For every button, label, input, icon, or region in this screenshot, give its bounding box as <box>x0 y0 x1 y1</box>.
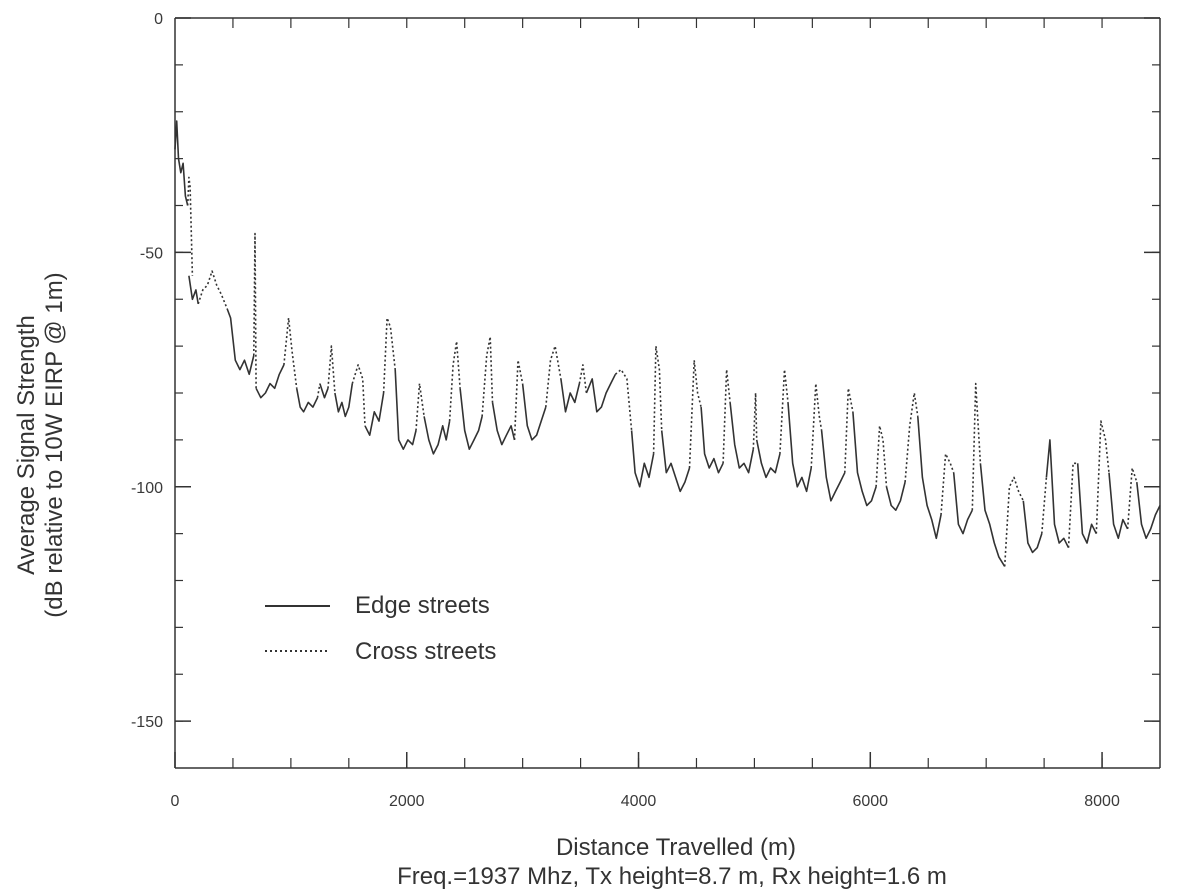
series-line-cross-streets <box>875 425 888 487</box>
series-line-cross-streets <box>904 392 919 483</box>
series-line-edge-streets <box>521 383 547 441</box>
series-line-edge-streets <box>979 463 1006 567</box>
series-layer <box>174 120 1161 567</box>
y-tick-label: -100 <box>131 480 163 497</box>
series-line-edge-streets <box>1108 472 1129 540</box>
x-tick-label: 4000 <box>621 793 657 810</box>
series-line-edge-streets <box>295 388 319 413</box>
series-line-cross-streets <box>513 359 524 440</box>
legend-label-cross-streets: Cross streets <box>355 638 496 665</box>
series-line-cross-streets <box>1041 477 1048 534</box>
series-line-edge-streets <box>660 430 691 493</box>
series-line-cross-streets <box>810 382 823 469</box>
legend: Edge streets Cross streets <box>265 592 496 665</box>
series-line-cross-streets <box>283 317 298 389</box>
y-axis-label-line2: (dB relative to 10W EIRP @ 1m) <box>41 272 68 617</box>
y-tick-label: 0 <box>154 11 163 28</box>
series-line-cross-streets <box>971 382 982 511</box>
series-line-edge-streets <box>226 308 255 376</box>
series-line-edge-streets <box>885 481 906 511</box>
x-axis-label: Distance Travelled (m) <box>556 834 796 861</box>
series-line-cross-streets <box>1095 420 1110 534</box>
series-line-edge-streets <box>952 472 974 535</box>
legend-label-edge-streets: Edge streets <box>355 592 490 619</box>
series-line-edge-streets <box>1022 500 1043 554</box>
series-line-edge-streets <box>319 383 329 399</box>
series-line-edge-streets <box>1045 439 1070 549</box>
series-line-cross-streets <box>722 368 731 464</box>
series-line-edge-streets <box>255 364 285 399</box>
series-line-cross-streets <box>448 340 461 422</box>
axis-ticks: 0 2000 4000 6000 8000 0 -50 -100 -150 <box>131 11 1160 810</box>
series-line-edge-streets <box>491 402 516 446</box>
series-line-edge-streets <box>394 369 417 450</box>
series-line-edge-streets <box>1076 463 1098 544</box>
series-line-edge-streets <box>174 120 189 206</box>
series-line-cross-streets <box>327 345 336 394</box>
series-line-edge-streets <box>1136 482 1161 540</box>
series-line-cross-streets <box>940 453 955 515</box>
series-line-edge-streets <box>560 378 581 413</box>
series-line-cross-streets <box>481 336 494 417</box>
series-line-cross-streets <box>186 176 194 276</box>
series-line-cross-streets <box>614 368 633 431</box>
series-line-cross-streets <box>779 368 789 454</box>
y-axis-label-line1: Average Signal Strength <box>13 315 40 575</box>
series-line-cross-streets <box>545 345 562 408</box>
series-line-cross-streets <box>382 317 396 394</box>
series-line-edge-streets <box>188 275 199 305</box>
series-line-edge-streets <box>787 402 812 493</box>
chart-caption: Freq.=1937 Mhz, Tx height=8.7 m, Rx heig… <box>397 863 947 890</box>
series-line-edge-streets <box>459 388 483 450</box>
series-line-cross-streets <box>844 387 854 473</box>
x-tick-label: 6000 <box>852 793 888 810</box>
series-cross-streets <box>186 176 1138 567</box>
series-line-edge-streets <box>852 411 877 507</box>
series-line-edge-streets <box>917 416 942 540</box>
series-line-edge-streets <box>585 373 617 413</box>
series-line-cross-streets <box>578 364 588 394</box>
series-line-edge-streets <box>729 402 755 474</box>
series-line-cross-streets <box>1126 467 1138 529</box>
y-tick-label: -50 <box>140 245 163 262</box>
series-line-edge-streets <box>334 383 354 418</box>
series-line-edge-streets <box>364 392 385 436</box>
series-line-cross-streets <box>1067 462 1078 548</box>
series-line-cross-streets <box>197 270 228 309</box>
series-line-cross-streets <box>351 364 366 426</box>
series-line-edge-streets <box>630 430 655 488</box>
series-line-edge-streets <box>755 439 781 479</box>
series-line-cross-streets <box>253 232 257 389</box>
series-line-cross-streets <box>752 392 758 450</box>
series-line-cross-streets <box>1003 476 1025 567</box>
x-tick-label: 0 <box>171 793 180 810</box>
y-tick-label: -150 <box>131 714 163 731</box>
series-line-cross-streets <box>688 359 702 469</box>
x-tick-label: 8000 <box>1084 793 1120 810</box>
series-line-cross-streets <box>316 383 321 398</box>
series-line-cross-streets <box>652 345 663 454</box>
x-tick-label: 2000 <box>389 793 425 810</box>
series-line-edge-streets <box>820 430 846 502</box>
series-line-cross-streets <box>415 382 425 431</box>
series-line-edge-streets <box>423 416 451 455</box>
series-line-edge-streets <box>700 407 724 474</box>
series-edge-streets <box>174 120 1161 567</box>
